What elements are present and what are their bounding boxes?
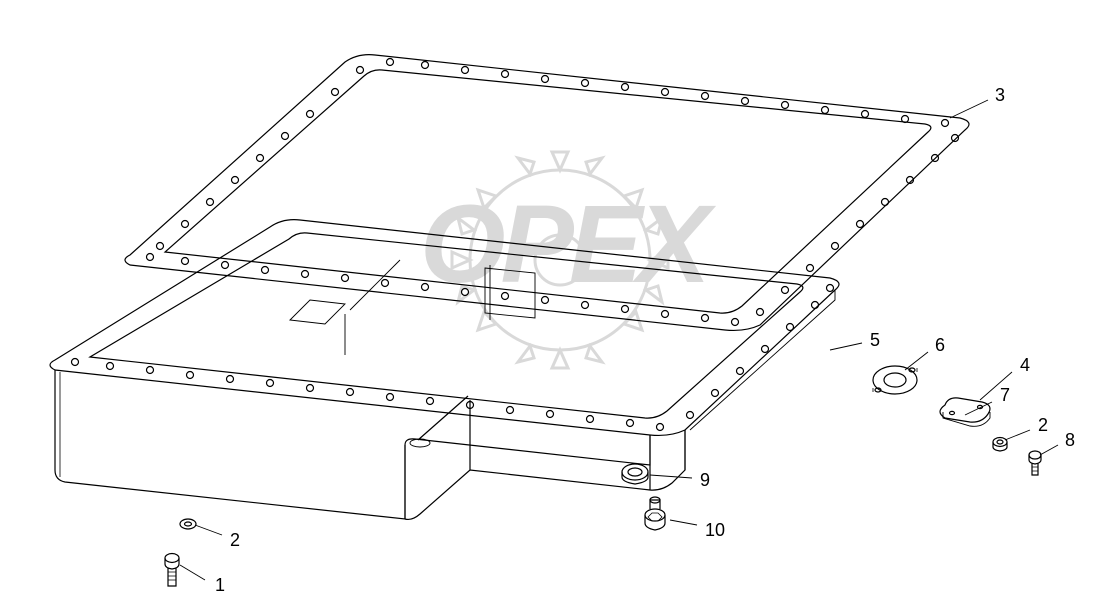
washer-left [180, 519, 196, 529]
diagram-canvas: OPEX [0, 0, 1095, 613]
callout-10: 10 [705, 520, 725, 541]
bolt-left [165, 554, 179, 587]
callout-3: 3 [995, 85, 1005, 106]
callout-2a: 2 [230, 530, 240, 551]
callout-7: 7 [1000, 385, 1010, 406]
callout-8: 8 [1065, 430, 1075, 451]
flange-gasket [873, 366, 917, 394]
parts-drawing [0, 0, 1095, 613]
gasket [125, 55, 969, 331]
callout-9: 9 [700, 470, 710, 491]
callout-1: 1 [215, 575, 225, 596]
callout-2b: 2 [1038, 415, 1048, 436]
oil-pan [50, 220, 839, 520]
washer-right [993, 438, 1007, 452]
callout-6: 6 [935, 335, 945, 356]
cover-bolt [1029, 451, 1041, 475]
leaders [180, 100, 1058, 580]
drain-washer [622, 464, 648, 484]
callout-4: 4 [1020, 355, 1030, 376]
callout-5: 5 [870, 330, 880, 351]
cover-plate [940, 398, 990, 426]
drain-plug [645, 497, 665, 530]
